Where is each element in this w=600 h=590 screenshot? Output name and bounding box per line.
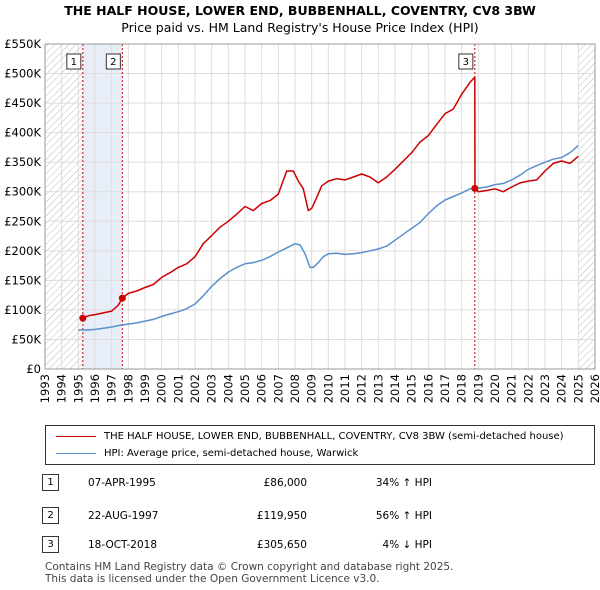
transaction-row: 2 22-AUG-1997 £119,950 56% ↑ HPI xyxy=(42,506,542,526)
transaction-label: 2 xyxy=(110,57,116,68)
transaction-row: 1 07-APR-1995 £86,000 34% ↑ HPI xyxy=(42,473,542,493)
transaction-hpi: 56% ↑ HPI xyxy=(375,510,432,522)
transaction-label-box xyxy=(458,53,474,70)
x-tick-label: 1996 xyxy=(88,374,102,403)
x-tick-label: 2003 xyxy=(205,374,219,403)
transaction-price: £86,000 xyxy=(263,477,307,489)
transaction-marker xyxy=(79,314,87,322)
highlight-band xyxy=(82,44,123,369)
x-tick-label: 2018 xyxy=(455,374,469,403)
x-tick-label: 2010 xyxy=(321,374,335,403)
x-tick-label: 2021 xyxy=(505,374,519,403)
y-tick-label: £350K xyxy=(4,155,41,169)
legend-label-hpi: HPI: Average price, semi-detached house,… xyxy=(104,448,359,459)
legend-label-property: THE HALF HOUSE, LOWER END, BUBBENHALL, C… xyxy=(104,431,564,442)
chart-subtitle: Price paid vs. HM Land Registry's House … xyxy=(121,20,479,35)
x-tick-label: 1999 xyxy=(138,374,152,403)
transaction-price: £119,950 xyxy=(256,510,307,522)
transaction-number: 2 xyxy=(42,507,59,524)
transaction-label: 1 xyxy=(71,57,77,68)
legend-item-property: THE HALF HOUSE, LOWER END, BUBBENHALL, C… xyxy=(56,429,564,445)
footer-licence: This data is licensed under the Open Gov… xyxy=(45,573,380,585)
y-tick-label: £100K xyxy=(4,303,41,317)
hpi-line xyxy=(78,145,579,331)
x-tick-label: 2025 xyxy=(571,374,585,403)
transaction-hpi: 4% ↓ HPI xyxy=(382,539,432,551)
x-tick-label: 2000 xyxy=(155,374,169,403)
transaction-date: 07-APR-1995 xyxy=(88,477,156,489)
y-tick-label: £200K xyxy=(4,244,41,258)
x-tick-label: 2009 xyxy=(305,374,319,403)
y-tick-label: £450K xyxy=(4,96,41,110)
transaction-number: 1 xyxy=(42,474,59,491)
plot-frame xyxy=(44,43,596,370)
legend-swatch-property xyxy=(56,435,96,437)
x-tick-label: 2002 xyxy=(188,374,202,403)
x-tick-label: 2011 xyxy=(338,374,352,403)
legend-swatch-hpi xyxy=(56,452,96,454)
y-tick-label: £550K xyxy=(4,37,41,51)
legend: THE HALF HOUSE, LOWER END, BUBBENHALL, C… xyxy=(45,425,595,465)
hatched-region xyxy=(578,44,595,369)
transaction-date: 18-OCT-2018 xyxy=(88,539,157,551)
x-tick-label: 2005 xyxy=(238,374,252,403)
price-chart: 1 2 3 £0 £50K £100K £150K £200K £250K £300K £350K… xyxy=(4,37,600,403)
transaction-price: £305,650 xyxy=(256,539,307,551)
x-tick-label: 2015 xyxy=(405,374,419,403)
property-price-line xyxy=(82,76,579,319)
transaction-date: 22-AUG-1997 xyxy=(88,510,159,522)
x-tick-label: 2001 xyxy=(171,374,185,403)
x-tick-label: 1998 xyxy=(121,374,135,403)
y-tick-label: £0 xyxy=(26,362,41,376)
x-tick-label: 2008 xyxy=(288,374,302,403)
x-tick-label: 2024 xyxy=(555,374,569,403)
x-tick-label: 2006 xyxy=(255,374,269,403)
plot-area xyxy=(45,44,595,369)
x-tick-label: 2012 xyxy=(355,374,369,403)
transaction-label: 3 xyxy=(463,57,469,68)
x-tick-label: 2013 xyxy=(371,374,385,403)
y-tick-label: £50K xyxy=(12,332,42,346)
legend-item-hpi: HPI: Average price, semi-detached house,… xyxy=(56,446,358,462)
x-tick-label: 2007 xyxy=(271,374,285,403)
x-tick-label: 2019 xyxy=(471,374,485,403)
x-tick-label: 2022 xyxy=(521,374,535,403)
x-tick-label: 2016 xyxy=(421,374,435,403)
x-tick-label: 1997 xyxy=(105,374,119,403)
transaction-marker xyxy=(471,184,479,192)
x-tick-label: 2014 xyxy=(388,374,402,403)
transaction-number: 3 xyxy=(42,536,59,553)
x-tick-label: 1993 xyxy=(38,374,52,403)
x-tick-label: 2023 xyxy=(538,374,552,403)
y-tick-label: £400K xyxy=(4,126,41,140)
y-tick-label: £150K xyxy=(4,273,41,287)
transaction-marker xyxy=(118,294,126,302)
y-tick-label: £250K xyxy=(4,214,41,228)
x-tick-label: 1994 xyxy=(55,374,69,403)
x-tick-label: 2017 xyxy=(438,374,452,403)
footer-copyright: Contains HM Land Registry data © Crown c… xyxy=(45,561,454,573)
transaction-label-box xyxy=(105,53,121,70)
transaction-label-box xyxy=(66,53,82,70)
y-tick-label: £300K xyxy=(4,185,41,199)
x-tick-label: 2020 xyxy=(488,374,502,403)
transaction-hpi: 34% ↑ HPI xyxy=(375,477,432,489)
hatched-region xyxy=(45,44,83,369)
x-tick-label: 2004 xyxy=(221,374,235,403)
chart-title: THE HALF HOUSE, LOWER END, BUBBENHALL, C… xyxy=(64,3,536,18)
x-tick-label: 1995 xyxy=(71,374,85,403)
transaction-row: 3 18-OCT-2018 £305,650 4% ↓ HPI xyxy=(42,535,542,555)
y-tick-label: £500K xyxy=(4,67,41,81)
x-tick-label: 2026 xyxy=(588,374,600,403)
